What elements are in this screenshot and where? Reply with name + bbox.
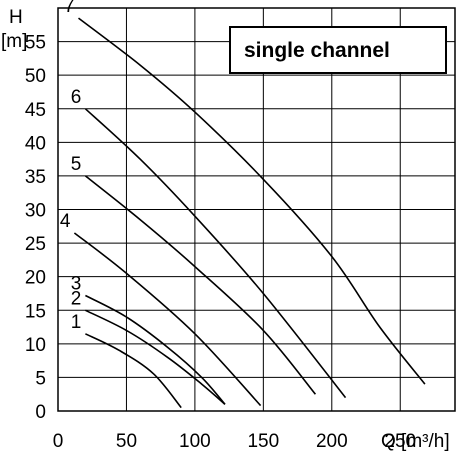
curve-label-7: 7 (64, 0, 75, 17)
y-tick-label: 20 (25, 268, 46, 289)
grid (58, 8, 455, 411)
y-tick-label: 30 (25, 201, 46, 222)
y-tick-label: 40 (25, 133, 46, 154)
curve-4 (73, 232, 262, 407)
y-tick-label: 15 (25, 301, 46, 322)
x-tick-label: 50 (116, 431, 137, 452)
curve-1 (85, 333, 182, 409)
y-tick-label: 50 (25, 66, 46, 87)
curves (73, 17, 426, 409)
y-tick-label: 25 (25, 234, 46, 255)
y-tick-label: 45 (25, 100, 46, 121)
curve-3 (85, 294, 226, 405)
y-axis-unit: [m] (1, 31, 27, 52)
curve-label-4: 4 (60, 211, 71, 232)
curve-7 (78, 17, 426, 385)
curve-label-6: 6 (71, 87, 82, 108)
curve-5 (84, 175, 317, 395)
y-tick-label: 0 (35, 402, 46, 423)
curve-label-1: 1 (71, 312, 82, 333)
x-tick-label: 150 (247, 431, 279, 452)
x-axis-title: Q [m³/h] (381, 431, 450, 452)
curve-label-5: 5 (71, 154, 82, 175)
curve-label-2: 2 (71, 288, 82, 309)
plot-frame (57, 7, 456, 412)
legend-frame (229, 26, 447, 74)
x-tick-label: 200 (316, 431, 348, 452)
y-axis-title: H (9, 7, 23, 28)
curve-6 (84, 108, 347, 399)
curve-label-3: 3 (71, 273, 82, 294)
y-tick-label: 5 (35, 368, 46, 389)
y-tick-label: 35 (25, 167, 46, 188)
y-tick-label: 55 (25, 33, 46, 54)
legend-box: single channel (229, 26, 447, 74)
x-tick-label: 0 (53, 431, 64, 452)
legend-title: single channel (244, 39, 390, 62)
x-tick-label: 100 (179, 431, 211, 452)
x-tick-label: 250 (384, 431, 416, 452)
curve-2 (85, 309, 226, 405)
y-tick-label: 10 (25, 335, 46, 356)
